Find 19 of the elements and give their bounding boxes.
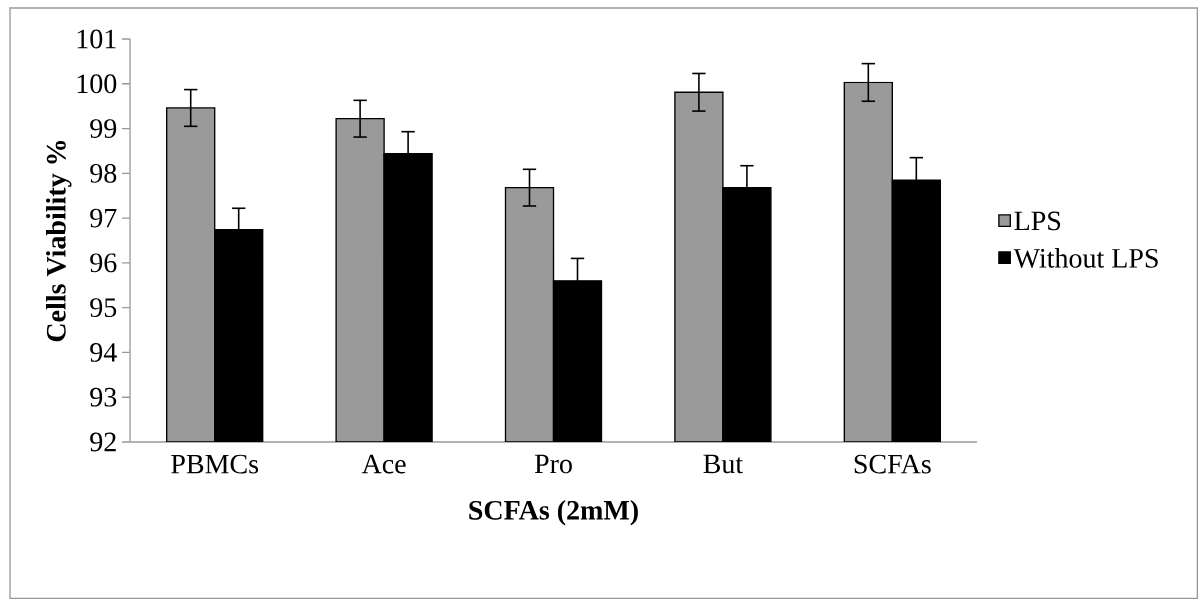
y-tick-label: 96 [90, 253, 117, 273]
y-tick-label: 95 [90, 298, 117, 318]
y-tick-label: 99 [90, 119, 117, 138]
y-tick-label: 93 [90, 387, 117, 407]
x-tick-label: Pro [534, 454, 572, 474]
y-tick-label: 100 [77, 74, 117, 94]
y-tick-label: 98 [90, 163, 117, 183]
x-axis-title: SCFAs (2mM) [469, 500, 638, 526]
y-tick-label: 94 [90, 343, 117, 362]
legend-label: Without LPS [1013, 248, 1158, 268]
x-tick-label: But [703, 454, 743, 474]
x-tick-label: Ace [361, 454, 406, 474]
y-tick-label: 97 [90, 208, 117, 228]
y-axis-title: Cells Viability % [46, 140, 72, 342]
x-tick-label: PBMCs [171, 454, 259, 474]
y-tick-label: 101 [77, 29, 116, 49]
y-tick-label: 92 [90, 432, 116, 452]
legend-label: LPS [1014, 211, 1061, 231]
x-tick-label: SCFAs [854, 454, 931, 474]
